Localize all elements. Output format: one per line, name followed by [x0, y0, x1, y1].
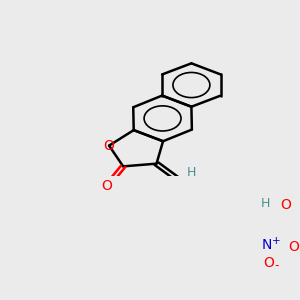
Text: -: - [275, 259, 279, 272]
Text: N: N [262, 238, 272, 252]
Text: H: H [261, 197, 270, 210]
Text: O: O [288, 240, 299, 254]
Text: O: O [103, 139, 115, 153]
Text: H: H [187, 166, 196, 179]
Text: O: O [280, 198, 291, 212]
Text: O: O [101, 179, 112, 193]
Text: O: O [263, 256, 274, 270]
Text: +: + [272, 236, 281, 246]
